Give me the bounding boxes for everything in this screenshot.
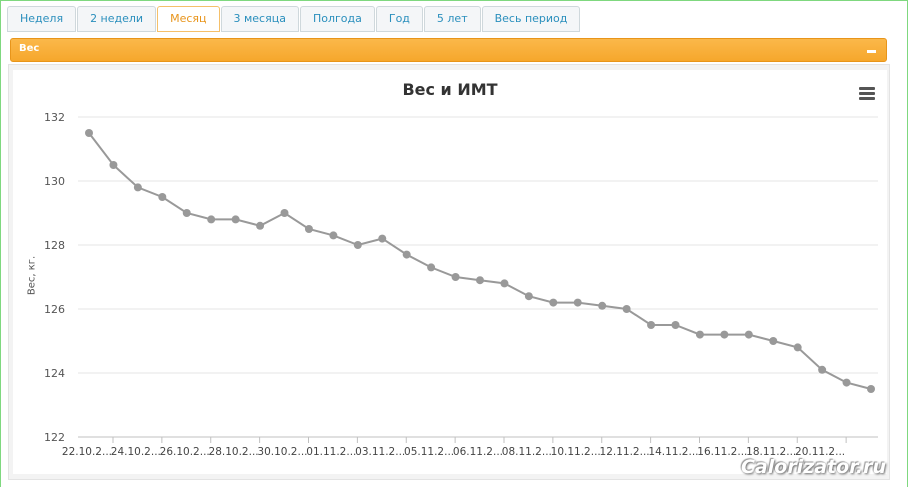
- data-point: [85, 129, 93, 137]
- x-tick-label: 10.11.2...: [551, 446, 601, 458]
- data-point: [549, 298, 558, 307]
- chart-title: Вес и ИМТ: [402, 80, 498, 99]
- data-point: [402, 250, 411, 259]
- x-tick-label: 24.10.2...: [111, 446, 161, 458]
- data-point: [182, 209, 191, 217]
- y-tick-label: 124: [44, 367, 65, 380]
- tab-3[interactable]: 3 месяца: [220, 6, 299, 32]
- tab-6[interactable]: 5 лет: [423, 6, 481, 32]
- x-tick-label: 03.11.2...: [355, 446, 405, 458]
- data-point: [329, 231, 338, 240]
- x-tick-label: 30.10.2...: [257, 446, 307, 458]
- data-point: [695, 330, 704, 339]
- data-point: [476, 276, 484, 285]
- data-point: [598, 301, 607, 310]
- x-tick-label: 18.11.2...: [746, 446, 796, 458]
- x-tick-label: 05.11.2...: [404, 446, 454, 458]
- data-point: [842, 378, 851, 387]
- y-tick-label: 132: [44, 111, 65, 124]
- data-point: [744, 330, 753, 339]
- tab-2[interactable]: Месяц: [157, 6, 220, 32]
- data-point: [818, 365, 827, 374]
- period-tabs: Неделя 2 недели Месяц 3 месяца Полгода Год 5 л…: [7, 6, 581, 32]
- data-point: [280, 209, 289, 217]
- data-point: [353, 241, 362, 249]
- x-tick-label: 22.10.2...: [62, 446, 112, 458]
- data-point: [671, 321, 680, 329]
- data-point: [231, 215, 240, 224]
- weight-panel-header[interactable]: Вес: [10, 38, 887, 62]
- watermark: Calorizator.ru: [740, 456, 886, 478]
- data-point: [427, 263, 436, 272]
- y-axis-label: Вес, кг.: [26, 255, 38, 296]
- x-tick-label: 08.11.2...: [502, 446, 552, 458]
- x-tick-label: 28.10.2...: [209, 446, 259, 458]
- tab-1[interactable]: 2 недели: [77, 6, 157, 32]
- y-tick-label: 128: [44, 239, 65, 252]
- data-point: [256, 221, 265, 230]
- data-point: [622, 305, 631, 313]
- chart-svg: 122 124 126 128 130 132 22.10.2...24.10.2...26…: [44, 111, 878, 458]
- data-point: [720, 330, 729, 339]
- chart-menu-icon[interactable]: [859, 87, 875, 100]
- data-point: [647, 321, 656, 329]
- data-point: [304, 225, 313, 233]
- data-point: [207, 215, 216, 224]
- panel-title: Вес: [19, 43, 40, 54]
- data-point: [500, 279, 509, 288]
- tab-0[interactable]: Неделя: [7, 6, 77, 32]
- tab-5[interactable]: Год: [375, 6, 423, 32]
- data-point: [524, 292, 533, 301]
- data-point: [573, 298, 582, 307]
- x-tick-label: 20.11.2...: [795, 446, 845, 458]
- series-line: [88, 132, 872, 390]
- y-tick-label: 130: [44, 175, 65, 188]
- x-tick-label: 12.11.2...: [600, 446, 650, 458]
- data-point: [378, 234, 387, 243]
- data-point: [793, 343, 802, 352]
- weight-chart: 122 124 126 128 130 132 22.10.2... 24.10.2... 26…: [13, 70, 887, 474]
- y-tick-label: 122: [44, 431, 65, 444]
- x-tick-label: 14.11.2...: [648, 446, 698, 458]
- data-point: [133, 183, 142, 192]
- data-point: [769, 337, 778, 345]
- data-point: [867, 385, 875, 393]
- tab-7[interactable]: Весь период: [481, 6, 581, 32]
- y-tick-label: 126: [44, 303, 65, 316]
- collapse-icon[interactable]: [867, 50, 876, 53]
- data-point: [451, 273, 460, 281]
- data-point: [109, 161, 118, 169]
- x-tick-label: 16.11.2...: [697, 446, 747, 458]
- data-point: [158, 193, 167, 201]
- x-tick-label: 26.10.2...: [160, 446, 210, 458]
- x-tick-label: 01.11.2...: [306, 446, 356, 458]
- x-tick-label: 06.11.2...: [453, 446, 503, 458]
- tab-4[interactable]: Полгода: [299, 6, 375, 32]
